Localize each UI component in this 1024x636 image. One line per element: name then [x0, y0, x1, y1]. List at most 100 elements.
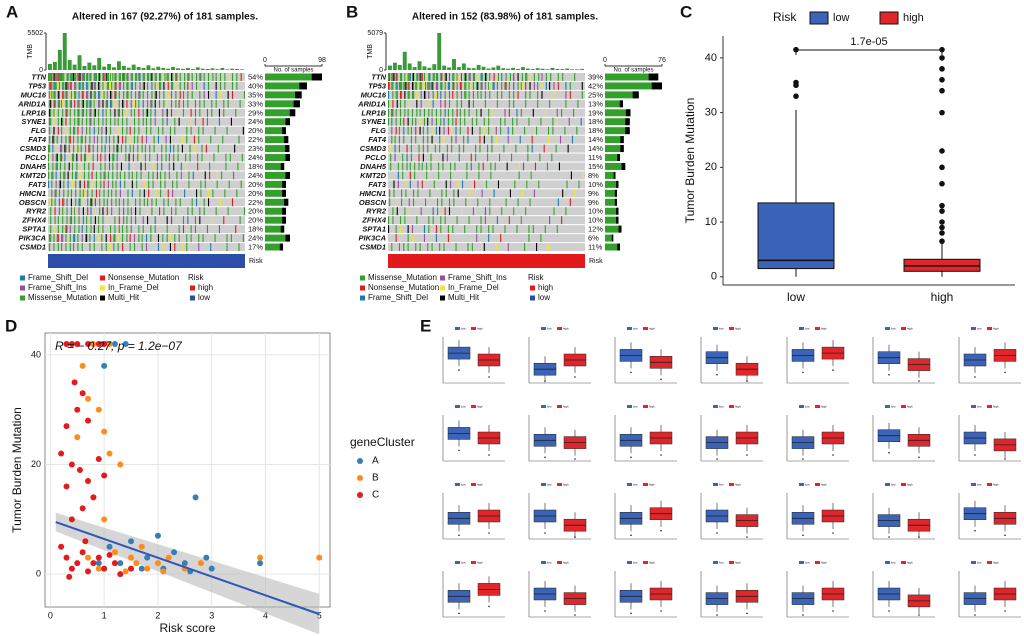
mutation-cell: [163, 207, 165, 216]
mutation-cell: [479, 126, 481, 135]
mutation-cell: [484, 99, 486, 108]
mutation-cells: [388, 117, 582, 126]
mutation-cell: [66, 198, 68, 207]
mutation-cell: [392, 90, 394, 99]
mutation-cell: [191, 81, 193, 90]
mini-legend-swatch: [729, 483, 734, 486]
tmb-bar: [525, 68, 530, 70]
mini-outlier: [544, 380, 546, 382]
mutation-cell: [150, 108, 152, 117]
mutation-cell: [138, 126, 140, 135]
mutation-cell: [88, 144, 90, 153]
mutation-cell: [202, 117, 204, 126]
mutation-cell: [142, 99, 144, 108]
mutation-cell: [395, 90, 397, 99]
mutation-cell: [505, 81, 507, 90]
mutation-cell: [76, 162, 78, 171]
mutation-cell: [462, 180, 464, 189]
legend-swatch: [360, 285, 365, 291]
tmb-bar: [417, 61, 422, 70]
mutation-cell: [491, 135, 493, 144]
mutation-cell: [59, 144, 62, 153]
mutation-cell: [216, 171, 218, 180]
mutation-cell: [70, 216, 72, 225]
mini-legend-label: high: [649, 404, 655, 408]
mutation-cell: [178, 117, 180, 126]
mutation-cell: [77, 73, 79, 81]
mutation-cell: [473, 180, 476, 189]
mutation-cell: [139, 81, 141, 90]
mini-legend-swatch: [471, 327, 476, 330]
mutation-cell: [161, 153, 163, 162]
mutation-cell: [443, 117, 445, 126]
mutation-cell: [48, 171, 50, 180]
mutation-cell: [108, 135, 111, 144]
mutation-cell: [78, 73, 80, 81]
mutation-cell: [79, 189, 81, 198]
mutation-cell: [66, 216, 68, 225]
mutation-cell: [438, 171, 440, 180]
mini-legend-swatch: [627, 327, 632, 330]
tmb-bar: [161, 67, 166, 70]
tmb-bar: [166, 68, 171, 70]
mutation-cell: [142, 117, 144, 126]
mutation-cell: [67, 73, 69, 81]
sample-bar-multi: [279, 243, 284, 251]
point: [68, 340, 75, 347]
mutation-cell: [126, 108, 128, 117]
mutation-cell: [119, 189, 121, 198]
mutation-cell: [211, 108, 213, 117]
tmb-bar: [471, 68, 476, 70]
mutation-cell: [452, 90, 454, 99]
gene-label: SYNE1: [21, 117, 46, 126]
mini-legend-label: low: [633, 560, 638, 564]
mini-legend-swatch: [987, 483, 992, 486]
mutation-cell: [388, 99, 390, 108]
mutation-cell: [115, 189, 117, 198]
mutation-cell: [413, 90, 415, 99]
mutation-cell: [159, 99, 161, 108]
point: [316, 554, 323, 561]
mutation-cell: [444, 99, 446, 108]
tmb-bar: [412, 67, 417, 70]
mutation-cell: [512, 117, 514, 126]
tmb-tick-label: 0: [379, 67, 383, 74]
mutation-cell: [497, 180, 500, 189]
mutation-cell: [456, 90, 458, 99]
mini-legend-label: high: [649, 482, 655, 486]
tmb-bar: [200, 68, 205, 70]
mutation-cell: [55, 73, 57, 81]
mutation-cell: [214, 234, 216, 243]
mutation-cell: [147, 90, 149, 99]
point: [101, 565, 108, 572]
mutation-cells: [48, 144, 236, 153]
mutation-cell: [185, 162, 187, 171]
mutation-cell: [203, 73, 205, 81]
legend-label: Missense_Mutation: [28, 293, 97, 302]
tmb-bar: [180, 68, 185, 70]
mini-legend-swatch: [643, 327, 648, 330]
mutation-cell: [476, 81, 478, 90]
mutation-cell: [431, 108, 433, 117]
mutation-cell: [166, 108, 168, 117]
mutation-cells: [388, 108, 575, 117]
point: [203, 554, 210, 561]
mutation-cell: [163, 73, 165, 81]
mutation-cell: [169, 234, 171, 243]
mutation-cells: [48, 180, 242, 189]
sample-bar: [265, 100, 300, 108]
mutation-cells: [49, 126, 244, 135]
mutation-cell: [132, 144, 134, 153]
mutation-cell: [87, 198, 89, 207]
mutation-cell: [495, 126, 497, 135]
mutation-cell: [125, 153, 127, 162]
mutation-cell: [73, 234, 75, 243]
mini-legend-swatch: [729, 561, 734, 564]
mutation-cell: [444, 73, 446, 81]
oncoprint-row: [388, 153, 585, 162]
y-tick-label: 0: [711, 271, 717, 283]
mutation-cell: [396, 81, 398, 90]
mutation-cell: [118, 225, 120, 234]
mutation-cell: [401, 73, 403, 81]
mutation-cell: [110, 225, 112, 234]
